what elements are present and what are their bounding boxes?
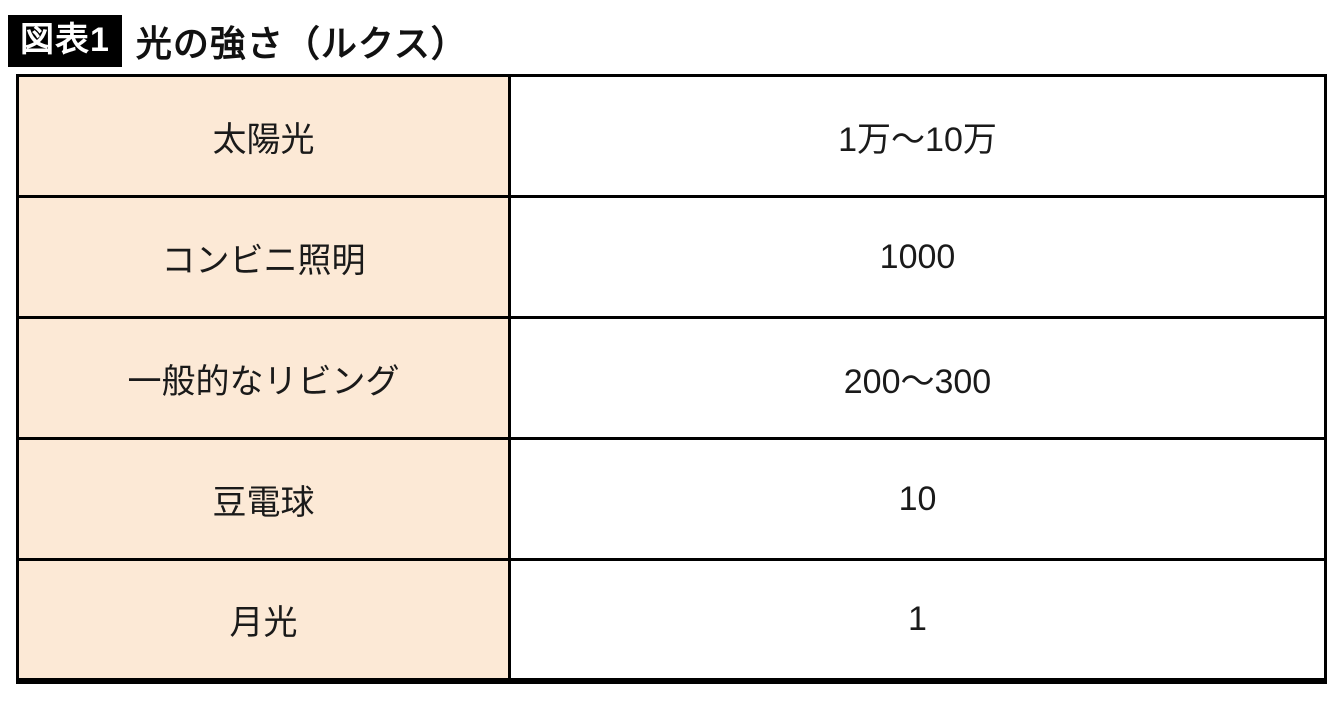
figure-header: 図表1 光の強さ（ルクス） [0, 0, 1340, 74]
row-value-convenience-store: 1000 [508, 195, 1327, 319]
table-row: 豆電球 10 [16, 437, 1327, 561]
row-value-living-room: 200〜300 [508, 316, 1327, 440]
table-row: コンビニ照明 1000 [16, 195, 1327, 319]
figure-title: 光の強さ（ルクス） [135, 23, 468, 64]
table-row: 太陽光 1万〜10万 [16, 74, 1327, 198]
row-label-sunlight: 太陽光 [16, 74, 511, 198]
row-label-living-room: 一般的なリビング [16, 316, 511, 440]
row-label-miniature-bulb: 豆電球 [16, 437, 511, 561]
table-row: 一般的なリビング 200〜300 [16, 316, 1327, 440]
row-label-convenience-store: コンビニ照明 [16, 195, 511, 319]
lux-table: 太陽光 1万〜10万 コンビニ照明 1000 一般的なリビング 200〜300 … [16, 74, 1327, 684]
row-value-miniature-bulb: 10 [508, 437, 1327, 561]
figure-badge: 図表1 [8, 15, 122, 67]
table-row: 月光 1 [16, 558, 1327, 684]
row-value-sunlight: 1万〜10万 [508, 74, 1327, 198]
row-value-moonlight: 1 [508, 558, 1327, 684]
row-label-moonlight: 月光 [16, 558, 511, 684]
